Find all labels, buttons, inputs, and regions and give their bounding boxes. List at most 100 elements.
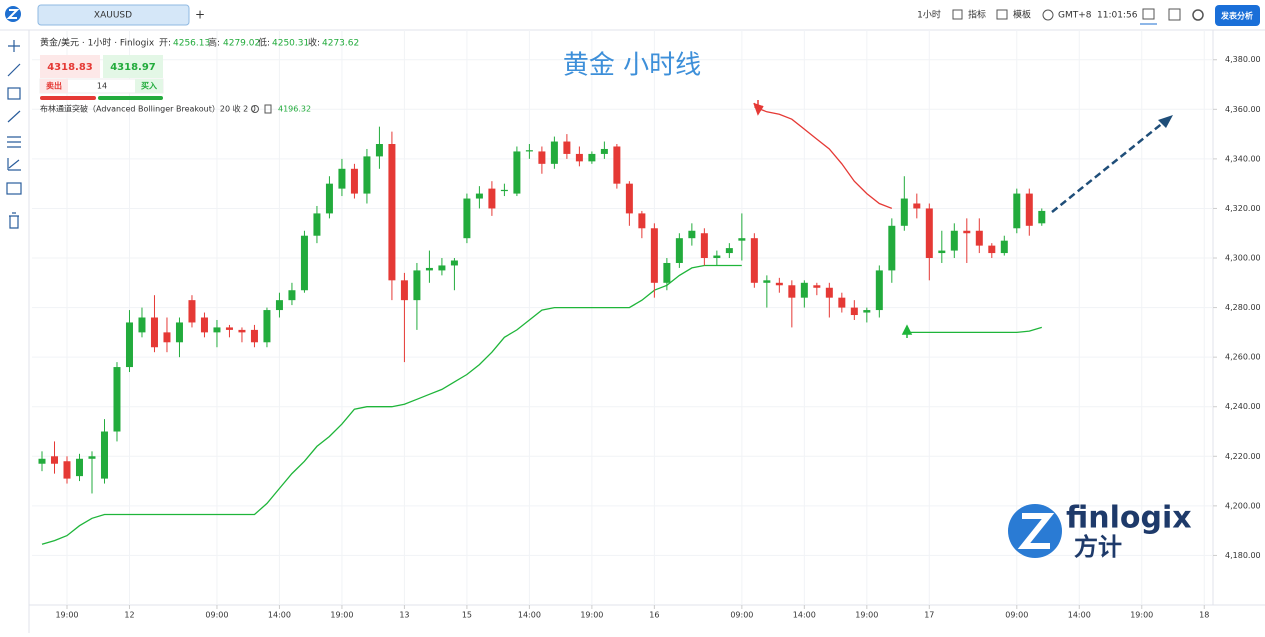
- candle-body: [113, 367, 121, 432]
- x-tick-label: 14:00: [518, 611, 541, 620]
- candle-body: [175, 322, 183, 343]
- candle-body: [975, 230, 983, 246]
- x-tick-label: 13: [399, 611, 409, 620]
- screenshot-icon[interactable]: [1142, 8, 1155, 20]
- buy-label: 买入: [141, 82, 157, 91]
- candle-body: [488, 188, 496, 209]
- brush-tool[interactable]: [7, 110, 21, 123]
- buy-price: 4318.97: [110, 62, 156, 73]
- candle-body: [338, 168, 346, 189]
- indicator-settings[interactable]: [251, 105, 259, 113]
- candle-body: [813, 285, 821, 288]
- pattern-tool[interactable]: [7, 158, 21, 171]
- high-label: 高:: [208, 37, 220, 49]
- toolbar: [0, 0, 1265, 30]
- candle-body: [263, 310, 271, 343]
- forecast-arrow: [1051, 121, 1165, 213]
- x-tick-label: 15: [462, 611, 472, 620]
- candle-body: [700, 233, 708, 259]
- candle-body: [613, 146, 621, 184]
- candle-body: [325, 183, 333, 214]
- y-tick-label: 4,260.00: [1225, 353, 1261, 362]
- candle-body: [138, 317, 146, 333]
- drawing-tools: [6, 40, 22, 229]
- candle-body: [963, 230, 971, 234]
- candle-body: [575, 153, 583, 162]
- candle-body: [850, 307, 858, 316]
- candle-body: [200, 317, 208, 333]
- buy-box[interactable]: [103, 55, 163, 78]
- instrument-label: 黄金/美元 · 1小时 · Finlogix: [40, 37, 155, 49]
- x-tick-label: 09:00: [1005, 611, 1028, 620]
- candle-body: [75, 458, 83, 477]
- buy-button[interactable]: [135, 79, 163, 93]
- candle-body: [300, 235, 308, 291]
- candle-body: [900, 198, 908, 226]
- candle-body: [450, 260, 458, 266]
- candle-body: [475, 193, 483, 199]
- indicator-line: [41, 264, 742, 545]
- candle-body: [825, 287, 833, 298]
- sell-ratio: [40, 96, 96, 100]
- candle-body: [888, 225, 896, 271]
- candle-body: [188, 300, 196, 323]
- sell-box[interactable]: [40, 55, 100, 78]
- indicators-button[interactable]: 指标: [968, 9, 986, 21]
- low-label: 低:: [258, 37, 270, 49]
- settings-icon[interactable]: [1192, 9, 1204, 21]
- candle-body: [863, 310, 871, 313]
- delete-tool[interactable]: [9, 212, 19, 229]
- candle-body: [400, 280, 408, 301]
- x-tick-label: 14:00: [1068, 611, 1091, 620]
- y-tick-label: 4,280.00: [1225, 303, 1261, 312]
- interval-button[interactable]: 1小时: [917, 9, 941, 21]
- candle-body: [225, 327, 233, 330]
- candle-body: [913, 203, 921, 209]
- x-tick-label: 12: [124, 611, 134, 620]
- x-tick-label: 14:00: [268, 611, 291, 620]
- high-value: 4279.02: [223, 39, 260, 49]
- sell-button[interactable]: [40, 79, 68, 93]
- indicator-value: 4196.32: [278, 105, 311, 114]
- templates-button[interactable]: 模板: [1013, 9, 1031, 21]
- crosshair-tool[interactable]: [8, 40, 20, 52]
- chart-title: 黄金 小时线: [563, 51, 701, 81]
- candle-body: [413, 270, 421, 301]
- text-tool[interactable]: [6, 182, 22, 195]
- indicator-line: [754, 106, 893, 210]
- x-tick-label: 14:00: [793, 611, 816, 620]
- publish-label: 发表分析: [1220, 11, 1253, 21]
- candle-body: [1025, 193, 1033, 226]
- publish-button[interactable]: [1215, 5, 1260, 26]
- candle-body: [213, 327, 221, 333]
- candle-body: [100, 431, 108, 479]
- candle-body: [650, 228, 658, 283]
- candle-body: [513, 151, 521, 194]
- indicator-name: 布林通道突破（Advanced Bollinger Breakout）20 收 …: [40, 104, 256, 114]
- quantity-input[interactable]: 14: [97, 82, 107, 91]
- symbol-tab-label: XAUUSD: [94, 11, 132, 21]
- candle-body: [663, 262, 671, 283]
- x-tick-label: 19:00: [1130, 611, 1153, 620]
- candle-body: [638, 213, 646, 229]
- candle-body: [1000, 240, 1008, 254]
- x-tick-label: 19:00: [580, 611, 603, 620]
- candle-body: [838, 297, 846, 308]
- fib-tool[interactable]: [7, 136, 21, 148]
- add-tab[interactable]: +: [195, 8, 205, 22]
- candle-body: [388, 144, 396, 281]
- candle-body: [125, 322, 133, 368]
- app-logo-mark: [6, 9, 20, 19]
- x-tick-label: 17: [924, 611, 934, 620]
- indicators-icon: [952, 9, 963, 20]
- symbol-tab[interactable]: [37, 4, 190, 26]
- candle-body: [375, 144, 383, 157]
- candle-body: [763, 280, 771, 283]
- candle-body: [275, 300, 283, 311]
- layout-icon[interactable]: [1168, 8, 1181, 21]
- timezone-button[interactable]: GMT+8: [1058, 11, 1092, 21]
- candle-body: [63, 461, 71, 479]
- indicator-delete[interactable]: [264, 104, 272, 114]
- line-tool[interactable]: [7, 63, 21, 77]
- rect-tool[interactable]: [7, 87, 21, 100]
